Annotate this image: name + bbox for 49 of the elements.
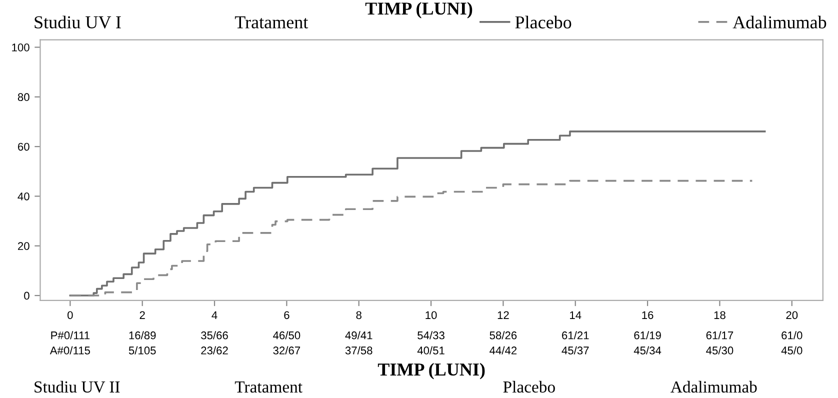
text: 16/89 [129, 331, 156, 340]
y-tick-label: 0 [24, 292, 30, 300]
legend-label: Adalimumab [732, 16, 826, 28]
text: 35/66 [201, 331, 228, 340]
legend-label: Placebo [515, 16, 572, 28]
text: 37/58 [345, 346, 372, 354]
text: Adalimumab [670, 380, 757, 393]
x-tick-label: 14 [570, 311, 582, 319]
text: 23/62 [201, 346, 228, 354]
text: 45/0 [781, 346, 802, 354]
text: 61/17 [706, 331, 734, 340]
text: TIMP (LUNI) [365, 2, 472, 18]
text: 45/37 [562, 346, 589, 354]
text: P#0/111 [51, 331, 90, 340]
x-tick-label: 16 [642, 311, 654, 320]
x-axis-title: TIMP (LUNI) [378, 362, 485, 380]
text: 40/51 [417, 346, 444, 354]
text: Placebo [503, 380, 555, 393]
x-tick-label: 20 [786, 311, 798, 320]
y-tick-label: 80 [18, 93, 30, 102]
text: 49/41 [345, 331, 372, 340]
text: Tratament [234, 382, 302, 393]
x-tick-label: 12 [498, 311, 509, 319]
text: Studiu UV II [34, 380, 120, 393]
text: 61/19 [634, 331, 661, 340]
x-tick-label: 18 [714, 311, 726, 320]
text: 32/67 [273, 346, 300, 354]
text: Studiu UV I [34, 16, 121, 28]
y-tick-label: 100 [12, 44, 30, 52]
text: 61/21 [562, 331, 589, 340]
text: A#0/115 [50, 346, 90, 354]
x-tick-label: 0 [68, 311, 73, 320]
text: 44/42 [490, 346, 517, 354]
text: Tratament [234, 16, 308, 28]
y-tick-label: 60 [18, 142, 30, 151]
x-tick-label: 6 [284, 311, 290, 320]
x-tick-label: 10 [426, 311, 437, 320]
y-tick-label: 40 [18, 192, 30, 200]
x-tick-label: 4 [212, 311, 218, 319]
text: 45/30 [706, 346, 734, 354]
text: 46/50 [273, 331, 300, 340]
x-tick-label: 8 [356, 311, 362, 320]
text: 54/33 [418, 331, 444, 340]
text: 45/34 [634, 346, 662, 354]
text: 5/105 [128, 346, 156, 354]
x-tick-label: 2 [140, 311, 145, 319]
y-tick-label: 20 [18, 242, 30, 250]
text: 61/0 [782, 331, 802, 340]
text: 58/26 [490, 331, 517, 340]
